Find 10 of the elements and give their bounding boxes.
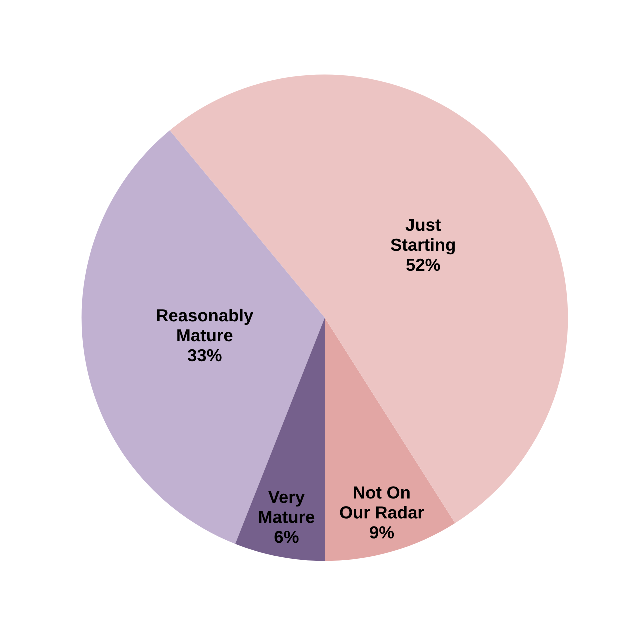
slice-label: Not On Our Radar	[340, 486, 424, 519]
slice-label: Reasonably Mature	[157, 308, 254, 342]
slice-label: Just Starting	[391, 219, 456, 255]
data-label: 6%	[274, 530, 299, 544]
data-label: 33%	[188, 349, 222, 362]
pie-slice	[325, 318, 456, 562]
slice-label: Very Mature	[259, 491, 315, 524]
pie-slice	[82, 130, 325, 544]
data-label: 52%	[406, 258, 440, 272]
data-label: 9%	[370, 526, 394, 539]
